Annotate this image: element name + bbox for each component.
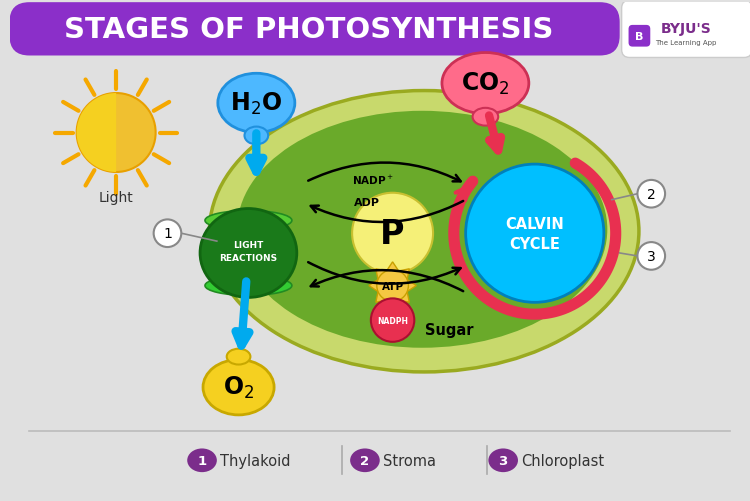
Text: Sugar: Sugar [424,323,473,338]
Text: 3: 3 [499,454,508,467]
Circle shape [638,242,665,270]
Ellipse shape [205,276,292,296]
Text: Light: Light [99,190,134,204]
Text: CALVIN
CYCLE: CALVIN CYCLE [506,216,564,251]
Ellipse shape [205,255,292,274]
Ellipse shape [350,448,380,472]
Text: P: P [380,217,405,250]
Text: BYJU'S: BYJU'S [661,22,711,36]
Ellipse shape [217,74,295,133]
Text: 2: 2 [361,454,370,467]
Ellipse shape [205,211,292,231]
Ellipse shape [205,233,292,253]
FancyBboxPatch shape [628,26,650,48]
Circle shape [154,220,182,247]
Text: CO$_2$: CO$_2$ [461,71,510,97]
Ellipse shape [244,127,268,145]
Text: Chloroplast: Chloroplast [521,453,604,468]
FancyBboxPatch shape [622,1,750,58]
FancyBboxPatch shape [10,3,620,57]
Text: 1: 1 [163,227,172,241]
Text: The Learning App: The Learning App [656,40,716,46]
Ellipse shape [203,360,274,415]
Text: 1: 1 [197,454,206,467]
Text: ATP: ATP [382,281,404,291]
Ellipse shape [209,91,639,372]
Ellipse shape [352,193,433,274]
Text: NADP$^+$: NADP$^+$ [352,174,394,187]
Ellipse shape [442,54,529,115]
Circle shape [376,270,409,302]
Text: LIGHT
REACTIONS: LIGHT REACTIONS [219,241,278,262]
Ellipse shape [472,109,498,126]
Circle shape [370,299,414,342]
Ellipse shape [188,448,217,472]
Text: O$_2$: O$_2$ [223,374,254,400]
Text: H$_2$O: H$_2$O [230,91,283,117]
Ellipse shape [226,349,251,365]
Ellipse shape [488,448,518,472]
Ellipse shape [237,112,608,348]
Text: B: B [635,32,644,42]
Polygon shape [369,263,416,310]
Text: STAGES OF PHOTOSYNTHESIS: STAGES OF PHOTOSYNTHESIS [64,16,554,44]
Circle shape [76,94,156,173]
Text: 2: 2 [647,187,656,201]
Wedge shape [76,94,116,173]
Text: 3: 3 [647,249,656,264]
Text: ADP: ADP [354,197,380,207]
Text: Stroma: Stroma [382,453,436,468]
Text: NADPH: NADPH [377,316,408,325]
Circle shape [466,165,604,303]
Ellipse shape [200,209,297,298]
Circle shape [638,180,665,208]
Text: Thylakoid: Thylakoid [220,453,290,468]
